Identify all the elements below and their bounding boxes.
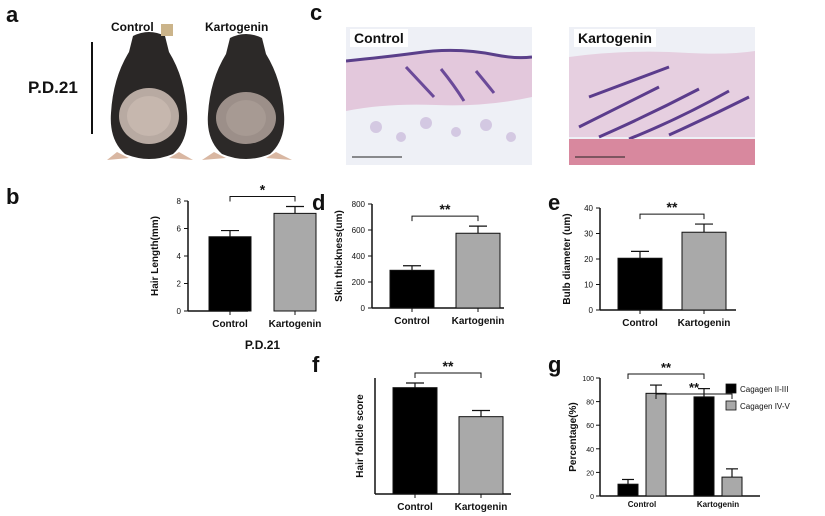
age-label: P.D.21	[28, 78, 78, 97]
bar-cagagen-iv-v-kartogenin	[721, 476, 743, 497]
plot-area: Hair follicle score Control Kartogenin **	[355, 358, 511, 513]
bar-cagagen-ii-iii-control	[617, 483, 639, 497]
x-tick-label: Control	[397, 502, 433, 513]
y-axis-label: Hair Length(mm)	[150, 216, 161, 296]
x-tick-label: Control	[212, 319, 248, 330]
significance-bracket	[655, 393, 733, 399]
y-tick-label: 4	[177, 252, 182, 261]
x-tick-label: Kartogenin	[678, 318, 731, 329]
panel-letter-a: a	[6, 2, 19, 27]
control-histology-image	[346, 27, 532, 165]
x-tick-label: Kartogenin	[269, 319, 322, 330]
panel-letter-e: e	[548, 190, 561, 215]
y-axis-label: Skin thickness(um)	[334, 210, 345, 302]
bar-kartogenin	[273, 212, 317, 312]
y-tick-label: 100	[582, 376, 594, 383]
plot-area: 0 10 20 30 40 Bulb diameter (um) Control Kartog…	[562, 199, 736, 329]
bar-control	[208, 236, 252, 312]
age-bracket	[91, 42, 93, 134]
significance-bracket	[229, 196, 296, 202]
control-mouse-photo	[103, 18, 195, 163]
y-tick-label: 200	[352, 278, 366, 287]
y-tick-label: 6	[177, 225, 182, 234]
x-tick-label: Kartogenin	[452, 316, 505, 327]
y-tick-label: 0	[590, 494, 594, 501]
bar-kartogenin	[455, 232, 501, 309]
y-tick-label: 20	[586, 470, 594, 477]
bar-kartogenin	[458, 416, 504, 495]
chart-e-bulb-diameter: 0 10 20 30 40 Bulb diameter (um) Control Kartog…	[562, 199, 736, 329]
y-tick-label: 0	[177, 307, 182, 316]
x-axis-label: P.D.21	[245, 338, 280, 352]
significance-bracket	[414, 372, 482, 379]
kartogenin-histology-image	[569, 27, 755, 165]
histology-control-label: Control	[350, 29, 408, 47]
histology-kartogenin-label: Kartogenin	[574, 29, 656, 47]
panel-letter-f: f	[312, 352, 320, 377]
photo-kartogenin-label: Kartogenin	[205, 20, 269, 34]
y-tick-label: 10	[584, 281, 593, 290]
panel-letter-g: g	[548, 352, 562, 377]
legend-swatch	[725, 383, 737, 394]
y-tick-label: 80	[586, 400, 594, 407]
y-tick-label: 2	[177, 280, 182, 289]
significance-label: **	[440, 201, 451, 217]
plot-area: 0 20 40 60 80 100 Percentage(%) Control Kartogen…	[568, 360, 760, 509]
chart-b-hair-length: 0 2 4 6 8 Hair Length(mm) Control Kartogenin * P.…	[150, 182, 321, 353]
chart-g-percentage: 0 20 40 60 80 100 Percentage(%) Control Kartogen…	[568, 360, 790, 509]
x-tick-label: Control	[622, 318, 658, 329]
significance-label: *	[260, 182, 266, 198]
y-axis-label: Hair follicle score	[355, 394, 366, 478]
panel-letter-c: c	[310, 0, 323, 25]
legend: Cagagen II-III Cagagen IV-V	[725, 383, 790, 411]
bar-control	[392, 387, 438, 495]
x-tick-label: Control	[628, 500, 656, 509]
significance-bracket	[627, 373, 705, 379]
y-tick-label: 40	[584, 204, 593, 213]
y-tick-label: 20	[584, 255, 593, 264]
significance-label: **	[689, 380, 700, 395]
plot-area: 0 200 400 600 800 Skin thickness(um) Control Ka…	[334, 200, 504, 327]
y-tick-label: 0	[361, 304, 366, 313]
x-tick-label: Kartogenin	[697, 500, 739, 509]
legend-label: Cagagen IV-V	[740, 402, 790, 411]
y-tick-label: 0	[589, 306, 594, 315]
y-tick-label: 400	[352, 252, 366, 261]
bar-control	[389, 269, 435, 309]
significance-label: **	[443, 358, 454, 374]
chart-d-skin-thickness: 0 200 400 600 800 Skin thickness(um) Control Ka…	[334, 200, 504, 327]
y-tick-label: 30	[584, 230, 593, 239]
significance-label: **	[667, 199, 678, 215]
photo-control-label: Control	[111, 20, 154, 34]
bar-control	[617, 257, 663, 311]
bar-kartogenin	[681, 231, 727, 311]
y-tick-label: 40	[586, 447, 594, 454]
y-axis-label: Percentage(%)	[568, 402, 579, 471]
y-tick-label: 60	[586, 423, 594, 430]
y-axis-label: Bulb diameter (um)	[562, 213, 573, 304]
legend-swatch	[725, 400, 737, 411]
significance-label: **	[661, 360, 672, 375]
kartogenin-mouse-photo	[198, 18, 294, 163]
y-tick-label: 8	[177, 197, 182, 206]
bar-cagagen-ii-iii-kartogenin	[693, 396, 715, 497]
bar-cagagen-iv-v-control	[645, 392, 667, 497]
x-tick-label: Kartogenin	[455, 502, 508, 513]
y-tick-label: 800	[352, 200, 366, 209]
chart-f-hair-follicle-score: Hair follicle score Control Kartogenin **	[355, 358, 511, 513]
significance-bracket	[639, 213, 705, 220]
legend-label: Cagagen II-III	[740, 385, 788, 394]
plot-area: 0 2 4 6 8 Hair Length(mm) Control Kartogenin * P.…	[150, 182, 321, 353]
panel-letter-d: d	[312, 190, 326, 215]
significance-bracket	[411, 215, 479, 222]
panel-letter-b: b	[6, 184, 20, 209]
y-tick-label: 600	[352, 226, 366, 235]
x-tick-label: Control	[394, 316, 430, 327]
